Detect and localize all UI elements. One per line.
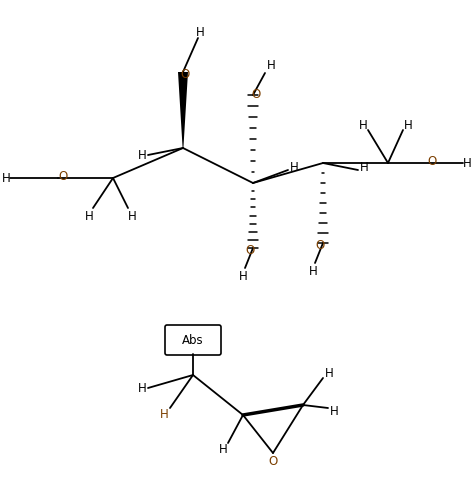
Text: H: H — [267, 58, 276, 72]
Text: H: H — [404, 119, 412, 131]
Text: H: H — [218, 443, 228, 456]
Text: H: H — [325, 367, 333, 379]
Text: H: H — [329, 404, 338, 417]
Text: O: O — [245, 244, 255, 256]
Polygon shape — [178, 72, 188, 148]
Text: H: H — [238, 269, 248, 282]
Text: H: H — [85, 210, 93, 223]
Text: Abs: Abs — [182, 334, 204, 347]
Text: H: H — [463, 156, 471, 169]
Text: O: O — [180, 68, 189, 81]
Text: O: O — [59, 169, 68, 182]
Text: O: O — [316, 239, 325, 251]
Text: H: H — [360, 160, 368, 173]
Text: H: H — [138, 148, 147, 161]
Text: H: H — [196, 25, 204, 38]
Text: H: H — [159, 407, 169, 420]
Text: O: O — [251, 88, 261, 101]
Text: O: O — [268, 455, 278, 468]
Text: H: H — [289, 160, 298, 173]
Text: O: O — [427, 154, 436, 167]
Text: H: H — [128, 210, 137, 223]
Text: H: H — [308, 264, 317, 277]
Text: H: H — [138, 381, 147, 394]
FancyBboxPatch shape — [165, 325, 221, 355]
Text: H: H — [1, 171, 10, 184]
Text: H: H — [358, 119, 367, 131]
